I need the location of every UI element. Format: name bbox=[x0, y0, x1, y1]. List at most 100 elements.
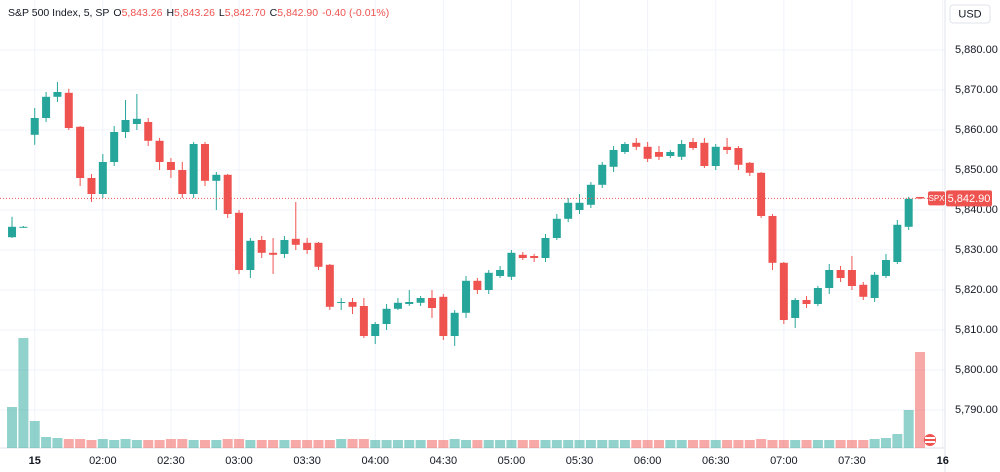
volume-bar bbox=[302, 440, 313, 448]
volume-bar bbox=[744, 440, 755, 448]
candle-body bbox=[314, 242, 323, 267]
candle-body bbox=[53, 92, 62, 97]
candle-body bbox=[518, 254, 527, 258]
symbol-name: S&P 500 Index, 5, SP bbox=[8, 7, 109, 19]
candle-body bbox=[76, 126, 85, 178]
volume-bar bbox=[824, 440, 835, 448]
candle-body bbox=[836, 270, 845, 278]
volume-bar bbox=[461, 440, 472, 448]
candle-body bbox=[291, 238, 300, 245]
currency-label[interactable]: USD bbox=[958, 8, 981, 20]
volume-bar bbox=[563, 440, 574, 448]
volume-bar bbox=[517, 440, 528, 448]
volume-bar bbox=[438, 440, 449, 448]
volume-bar bbox=[41, 437, 52, 448]
volume-bar bbox=[234, 439, 245, 448]
candle-body bbox=[359, 306, 368, 336]
candle-body bbox=[439, 296, 448, 336]
flag-circle bbox=[924, 434, 936, 446]
volume-bar bbox=[812, 440, 823, 448]
candle-body bbox=[473, 280, 482, 290]
y-tick-label: 5,830.00 bbox=[955, 244, 998, 256]
currency-button[interactable]: USD bbox=[949, 4, 991, 24]
candle-body bbox=[711, 146, 720, 166]
volume-bar bbox=[143, 440, 154, 448]
candle-body bbox=[507, 252, 516, 277]
volume-bar bbox=[154, 440, 165, 448]
candle-body bbox=[371, 324, 380, 336]
currency-box[interactable] bbox=[949, 4, 991, 24]
volume-bar bbox=[880, 438, 891, 448]
volume-bar bbox=[370, 440, 381, 448]
candle-body bbox=[257, 240, 266, 253]
volume-bar bbox=[381, 440, 392, 448]
candle-body bbox=[212, 174, 221, 181]
volume-bar bbox=[858, 440, 869, 448]
x-tick-label: 05:00 bbox=[498, 455, 526, 467]
candle-body bbox=[677, 144, 686, 157]
candle-body bbox=[98, 162, 107, 194]
volume-bar bbox=[653, 440, 664, 448]
volume-bar bbox=[915, 352, 926, 448]
volume-bar bbox=[268, 440, 279, 448]
candle-body bbox=[586, 184, 595, 205]
x-tick-label: 05:30 bbox=[566, 455, 594, 467]
y-tick-label: 5,800.00 bbox=[955, 364, 998, 376]
candle-body bbox=[416, 298, 425, 303]
x-tick-label: 03:30 bbox=[293, 455, 321, 467]
symbol-tag-box bbox=[928, 191, 945, 206]
candle-body bbox=[405, 302, 414, 304]
candle-body bbox=[144, 122, 153, 141]
volume-bar bbox=[835, 440, 846, 448]
x-tick-label: 03:00 bbox=[225, 455, 253, 467]
volume-bar bbox=[597, 440, 608, 448]
candle-body bbox=[847, 270, 856, 286]
candle-body bbox=[575, 202, 584, 210]
volume-bar bbox=[404, 440, 415, 448]
flag-stripe bbox=[925, 441, 935, 443]
x-tick-label: 06:00 bbox=[634, 455, 662, 467]
x-tick-label: 06:30 bbox=[702, 455, 730, 467]
candle-body bbox=[541, 238, 550, 258]
candle-body bbox=[178, 170, 187, 194]
candle-body bbox=[893, 224, 902, 262]
volume-bar bbox=[767, 440, 778, 448]
volume-bar bbox=[290, 440, 301, 448]
volume-bar bbox=[245, 440, 256, 448]
y-tick-label: 5,790.00 bbox=[955, 404, 998, 416]
volume-bar bbox=[699, 440, 710, 448]
candle-body bbox=[235, 212, 244, 270]
change-value: -0.40 (-0.01%) bbox=[322, 7, 389, 19]
volume-bar bbox=[722, 440, 733, 448]
x-tick-label: 16 bbox=[937, 455, 949, 467]
volume-bar bbox=[131, 440, 142, 448]
volume-bar bbox=[472, 440, 483, 448]
candle-body bbox=[768, 216, 777, 263]
candle-body bbox=[564, 202, 573, 219]
volume-bar bbox=[336, 439, 347, 448]
candle-body bbox=[689, 142, 698, 148]
volume-bar bbox=[642, 440, 653, 448]
volume-bar bbox=[483, 440, 494, 448]
volume-bar bbox=[540, 440, 551, 448]
volume-bar bbox=[846, 440, 857, 448]
volume-bar bbox=[358, 439, 369, 448]
candle-body bbox=[666, 152, 675, 156]
candle-body bbox=[280, 240, 289, 254]
volume-bar bbox=[710, 440, 721, 448]
volume-bar bbox=[165, 439, 176, 448]
flag-stripe bbox=[925, 437, 935, 439]
candle-body bbox=[166, 162, 175, 170]
legend-header: S&P 500 Index, 5, SP O5,843.26 H5,843.26 L5… bbox=[8, 7, 389, 19]
candle-body bbox=[427, 298, 436, 308]
ohlc-key: H bbox=[166, 7, 174, 19]
volume-bar bbox=[313, 440, 324, 448]
volume-bar bbox=[778, 440, 789, 448]
volume-bar bbox=[347, 439, 358, 448]
candle-body bbox=[337, 302, 346, 303]
candle-body bbox=[609, 150, 618, 167]
candle-body bbox=[757, 172, 766, 216]
candle-body bbox=[700, 142, 709, 166]
symbol-tag: SPX bbox=[928, 194, 945, 203]
candle-body bbox=[598, 164, 607, 185]
